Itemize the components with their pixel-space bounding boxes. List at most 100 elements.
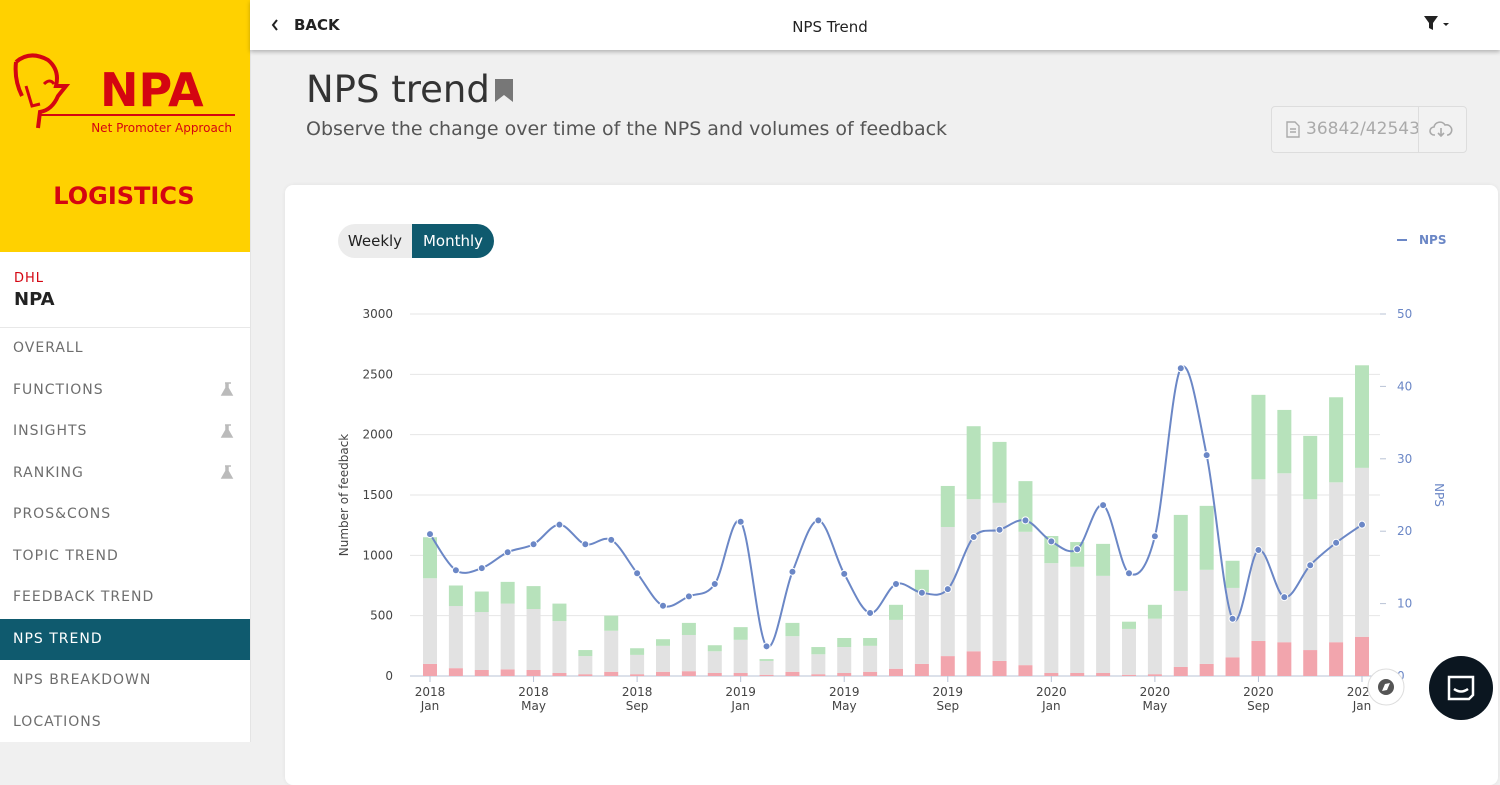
x-tick-label: 2018 Sep (621, 685, 653, 713)
bar-segment (1199, 569, 1214, 664)
filter-button[interactable] (1422, 14, 1452, 32)
bar-segment (552, 603, 567, 622)
bar-segment (1303, 435, 1318, 500)
monthly-toggle-active[interactable]: Monthly (412, 224, 494, 258)
bar-segment (448, 606, 463, 669)
nps-point (607, 535, 616, 544)
bar-segment (863, 671, 878, 676)
bar-segment (811, 674, 826, 676)
bar-segment (759, 659, 774, 661)
nps-point (814, 516, 823, 525)
nav-item[interactable]: FEEDBACK TREND (13, 589, 155, 605)
y2-axis-title: NPS (1432, 483, 1446, 507)
bar-segment (474, 612, 489, 670)
nav-item[interactable]: OVERALL (13, 340, 84, 356)
weekly-toggle[interactable]: Weekly (338, 224, 412, 258)
x-tick-label: 2019 Sep (932, 685, 964, 713)
nav-item[interactable]: TOPIC TREND (13, 548, 119, 564)
bar-segment (940, 485, 955, 527)
bar-segment (552, 672, 567, 676)
nps-point (529, 540, 538, 549)
nps-point (1099, 501, 1108, 510)
bar-segment (1303, 499, 1318, 651)
nps-point (1150, 532, 1159, 541)
section-name: LOGISTICS (53, 182, 194, 210)
y-tick-label: 1500 (362, 488, 393, 502)
bar-segment (1355, 636, 1369, 676)
bar-segment (992, 502, 1007, 661)
nps-point (633, 569, 642, 578)
y2-tick-label: 50 (1397, 307, 1412, 321)
logo-block: NPA Net Promoter Approach LOGISTICS (0, 0, 250, 252)
compass-button[interactable] (1366, 667, 1406, 707)
bar-segment (500, 603, 515, 670)
nav-item[interactable]: NPS BREAKDOWN (13, 672, 152, 688)
nps-point (426, 530, 434, 539)
brand-sub: Net Promoter Approach (91, 121, 232, 135)
y-tick-label: 2500 (362, 367, 393, 381)
nav-item[interactable]: LOCATIONS (13, 714, 102, 730)
x-tick-label: 2019 Jan (725, 685, 756, 713)
nav-item[interactable]: INSIGHTS (13, 423, 88, 439)
bar-segment (811, 654, 826, 675)
bar-segment (1329, 397, 1344, 483)
bar-segment (863, 645, 878, 672)
bar-segment (785, 622, 800, 637)
x-tick-label: 2020 Jan (1036, 685, 1067, 713)
bar-segment (423, 578, 437, 664)
bar-segment (1251, 394, 1266, 480)
bar-segment (1355, 467, 1369, 637)
bar-segment (1096, 575, 1111, 673)
doc-icon (1286, 121, 1300, 138)
nps-point (1332, 538, 1341, 547)
header-title: NPS Trend (792, 18, 868, 36)
bar-segment (707, 672, 722, 676)
nps-point (1176, 364, 1185, 373)
bar-segment (448, 668, 463, 676)
bar-segment (1199, 505, 1214, 570)
x-tick-label: 2019 May (828, 685, 860, 713)
nps-point (710, 580, 719, 589)
nps-point (555, 520, 564, 529)
page-title: NPS trend (306, 68, 490, 111)
bar-segment (630, 648, 645, 655)
brand: NPA (100, 63, 204, 117)
bar-segment (681, 622, 696, 635)
nav-item[interactable]: PROS&CONS (13, 506, 112, 522)
bar-segment (1199, 663, 1214, 676)
y-tick-label: 2000 (362, 428, 393, 442)
bar-segment (1147, 674, 1162, 676)
y-axis-title: Number of feedback (337, 434, 351, 557)
nps-line (429, 365, 1363, 648)
back-arrow[interactable] (270, 18, 280, 32)
bar-segment (500, 581, 515, 604)
y-tick-label: 1000 (362, 548, 393, 562)
header: BACK NPS Trend (250, 0, 1500, 50)
back-button[interactable]: BACK (294, 16, 340, 34)
beta-icons (220, 382, 234, 479)
bar-segment (889, 668, 903, 676)
bar-segment (863, 637, 878, 646)
y2-tick-label: 20 (1397, 524, 1412, 538)
nps-point (969, 532, 978, 541)
download-button[interactable] (1429, 120, 1453, 138)
bar-segment (526, 609, 541, 670)
nps-point (762, 642, 771, 651)
bookmark-button[interactable] (494, 78, 514, 104)
nav-item-active[interactable]: NPS TREND (0, 619, 250, 660)
x-tick-label: 2018 May (518, 685, 549, 713)
bar-segment (759, 674, 774, 676)
chart: Number of feedback NPS 0 500 1000 1500 2000 2… (337, 233, 1446, 683)
product: NPA (14, 289, 55, 310)
sidebar: NPA Net Promoter Approach LOGISTICS DHL … (0, 0, 251, 742)
nav-item[interactable]: FUNCTIONS (13, 382, 104, 398)
x-tick-label: 2020 Sep (1243, 685, 1274, 713)
nav-item[interactable]: RANKING (13, 465, 84, 481)
bar-segment (707, 651, 722, 673)
chat-button[interactable] (1428, 655, 1494, 721)
y2-tick-label: 30 (1397, 452, 1412, 466)
bar-segment (889, 604, 903, 620)
nps-point (866, 609, 875, 618)
nps-point (1125, 569, 1133, 578)
y-tick-label: 0 (385, 669, 393, 683)
